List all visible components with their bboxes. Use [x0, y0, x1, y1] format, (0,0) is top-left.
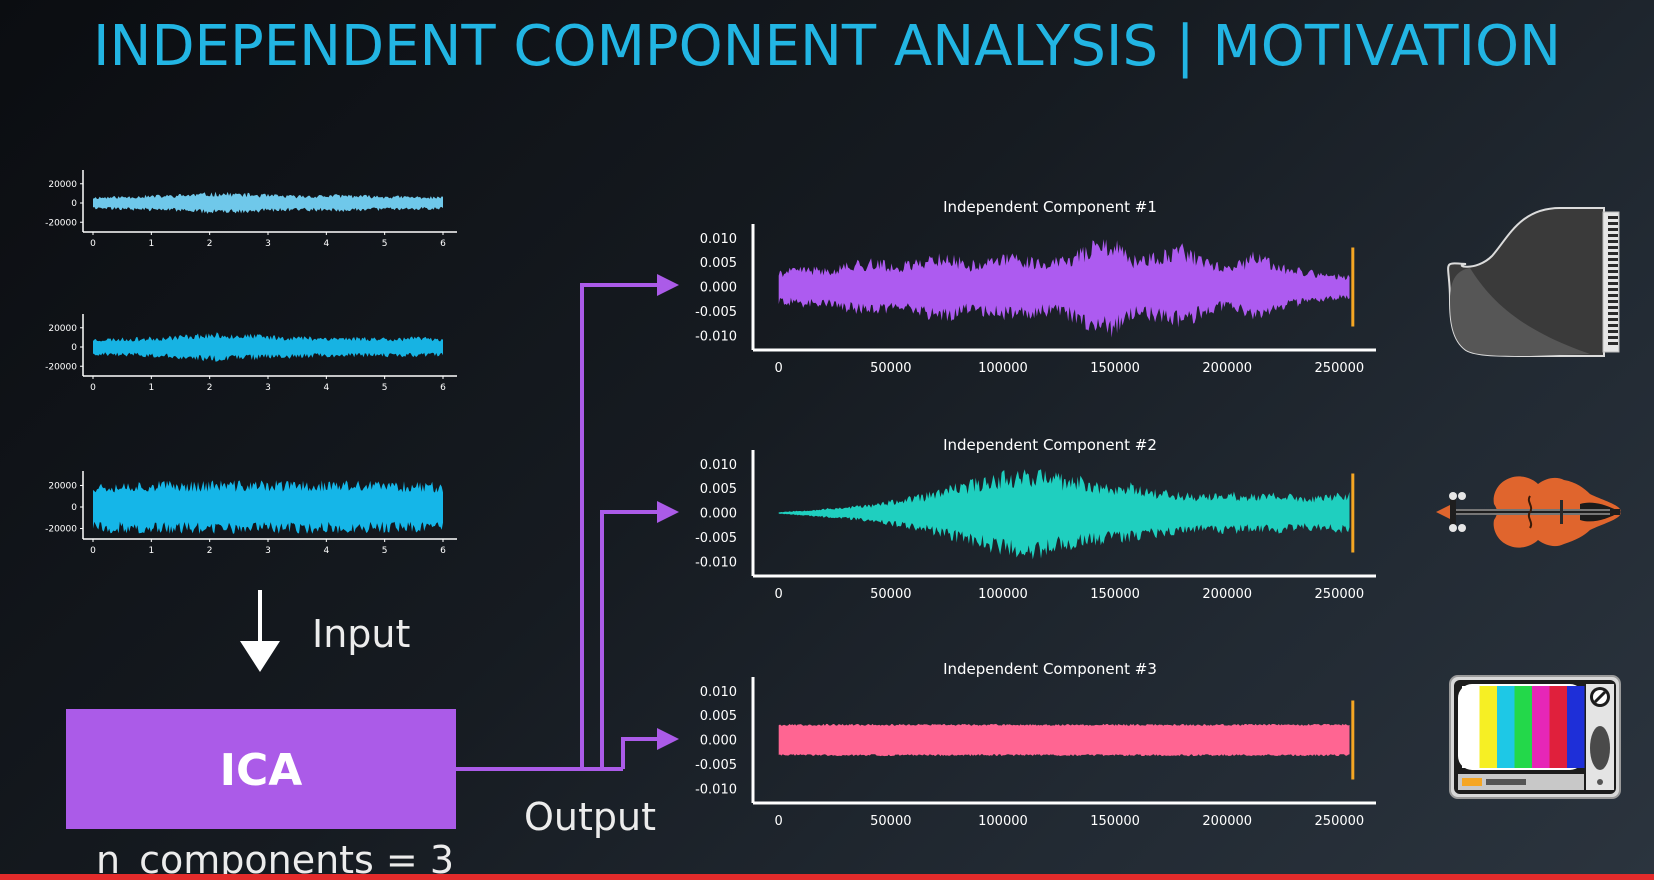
input-mix-2-xtick-label: 5 [382, 383, 388, 393]
independent-component-3-xtick-label: 0 [775, 814, 783, 829]
independent-component-2-xtick-label: 200000 [1202, 587, 1252, 602]
input-mix-2-waveform [93, 332, 443, 362]
arrowhead-ic1 [657, 274, 679, 296]
independent-component-1-ytick-label: -0.010 [695, 329, 737, 344]
independent-component-1-xtick-label: 100000 [978, 361, 1028, 376]
input-mix-2-chart: 20000 0 -20000 0 1 2 3 4 5 6 [45, 314, 457, 393]
independent-component-3-ytick-label: 0.010 [700, 685, 737, 700]
independent-component-1-chart: 0.010 0.005 0.000 -0.005 -0.010 0 50000 100000 1… [695, 198, 1376, 376]
independent-component-2-xtick-label: 0 [775, 587, 783, 602]
input-mix-1-xtick-label: 3 [265, 239, 271, 249]
independent-component-2-ytick-label: -0.010 [695, 555, 737, 570]
input-mix-2-xtick-label: 0 [90, 383, 96, 393]
independent-component-1-ytick-label: 0.000 [700, 281, 737, 296]
connector-to-ic1 [580, 283, 660, 769]
input-mix-3-xtick-label: 4 [323, 546, 329, 556]
output-connectors [456, 283, 660, 771]
grand-piano-icon [1447, 207, 1620, 357]
independent-component-1-xtick-label: 250000 [1315, 361, 1365, 376]
independent-component-1-ytick-label: 0.010 [700, 232, 737, 247]
ica-label: ICA [220, 745, 303, 796]
input-mix-3-xtick-label: 3 [265, 546, 271, 556]
input-mix-2-ytick-label: 20000 [48, 324, 77, 334]
independent-component-3-xtick-label: 200000 [1202, 814, 1252, 829]
independent-component-3-title: Independent Component #3 [943, 660, 1157, 678]
violin-icon [1436, 476, 1621, 548]
independent-component-3-waveform [778, 723, 1350, 757]
independent-component-2-ytick-label: 0.000 [700, 507, 737, 522]
input-mix-3-ytick-label: -20000 [45, 525, 77, 535]
n-components-label: n_components = 3 [96, 838, 454, 880]
independent-component-3-ytick-label: -0.010 [695, 782, 737, 797]
input-mix-3-xtick-label: 2 [207, 546, 213, 556]
input-mix-1-xtick-label: 5 [382, 239, 388, 249]
independent-component-3-ytick-label: 0.005 [700, 709, 737, 724]
independent-component-2-ytick-label: 0.005 [700, 482, 737, 497]
arrowhead-ic2 [657, 501, 679, 523]
connector-to-ic2 [600, 510, 660, 769]
independent-component-1-title: Independent Component #1 [943, 198, 1157, 216]
input-mix-3-chart: 20000 0 -20000 0 1 2 3 4 5 6 [45, 471, 457, 556]
input-mix-1-xtick-label: 1 [148, 239, 154, 249]
input-mix-3-xtick-label: 5 [382, 546, 388, 556]
independent-component-3-xtick-label: 50000 [870, 814, 911, 829]
input-mix-2-ytick-label: -20000 [45, 362, 77, 372]
input-mix-2-xtick-label: 1 [148, 383, 154, 393]
input-mix-2-xtick-label: 6 [440, 383, 446, 393]
independent-component-2-ytick-label: -0.005 [695, 531, 737, 546]
input-mix-2-xtick-label: 4 [323, 383, 329, 393]
input-mix-3-xtick-label: 1 [148, 546, 154, 556]
independent-component-2-title: Independent Component #2 [943, 436, 1157, 454]
input-mix-1-xtick-label: 4 [323, 239, 329, 249]
independent-component-1-xtick-label: 0 [775, 361, 783, 376]
input-mix-3-xtick-label: 6 [440, 546, 446, 556]
independent-component-1-xtick-label: 50000 [870, 361, 911, 376]
independent-component-2-xtick-label: 50000 [870, 587, 911, 602]
independent-component-1-ytick-label: 0.005 [700, 256, 737, 271]
independent-component-2-xtick-label: 100000 [978, 587, 1028, 602]
independent-component-3-ytick-label: -0.005 [695, 758, 737, 773]
slide-title: INDEPENDENT COMPONENT ANALYSIS | MOTIVAT… [93, 14, 1561, 79]
connector-to-ic3 [621, 737, 660, 769]
input-mix-3-waveform [93, 480, 443, 534]
progress-bar [0, 874, 1654, 880]
independent-component-1-xtick-label: 200000 [1202, 361, 1252, 376]
input-mix-3-ytick-label: 20000 [48, 482, 77, 492]
independent-component-1-xtick-label: 150000 [1090, 361, 1140, 376]
independent-component-1-waveform [778, 239, 1350, 338]
independent-component-3-xtick-label: 100000 [978, 814, 1028, 829]
input-label: Input [312, 612, 410, 656]
input-mix-2-ytick-label: 0 [71, 343, 77, 353]
input-mix-1-waveform [93, 191, 443, 214]
independent-component-2-waveform [778, 469, 1350, 560]
output-label: Output [524, 795, 656, 839]
input-mix-1-ytick-label: 0 [71, 199, 77, 209]
input-mix-1-xtick-label: 6 [440, 239, 446, 249]
independent-component-3-ytick-label: 0.000 [700, 734, 737, 749]
arrowhead-ic3 [657, 728, 679, 750]
input-mix-1-ytick-label: 20000 [48, 180, 77, 190]
television-icon [1449, 675, 1621, 799]
input-mix-3-ytick-label: 0 [71, 503, 77, 513]
independent-component-3-xtick-label: 250000 [1315, 814, 1365, 829]
independent-component-2-chart: 0.010 0.005 0.000 -0.005 -0.010 0 50000 100000 1… [695, 436, 1376, 602]
independent-component-2-ytick-label: 0.010 [700, 458, 737, 473]
input-mix-1-ytick-label: -20000 [45, 218, 77, 228]
independent-component-2-xtick-label: 250000 [1315, 587, 1365, 602]
input-mix-3-xtick-label: 0 [90, 546, 96, 556]
independent-component-1-ytick-label: -0.005 [695, 305, 737, 320]
ica-box [66, 709, 456, 829]
input-mix-1-chart: 20000 0 -20000 0 1 2 3 4 5 6 [45, 170, 457, 249]
input-mix-1-xtick-label: 2 [207, 239, 213, 249]
independent-component-3-xtick-label: 150000 [1090, 814, 1140, 829]
independent-component-2-xtick-label: 150000 [1090, 587, 1140, 602]
input-mix-1-xtick-label: 0 [90, 239, 96, 249]
input-mix-2-xtick-label: 2 [207, 383, 213, 393]
independent-component-3-chart: 0.010 0.005 0.000 -0.005 -0.010 0 50000 100000 1… [695, 660, 1376, 829]
output-arrowheads [657, 274, 679, 750]
input-mix-2-xtick-label: 3 [265, 383, 271, 393]
input-arrow [240, 590, 280, 672]
